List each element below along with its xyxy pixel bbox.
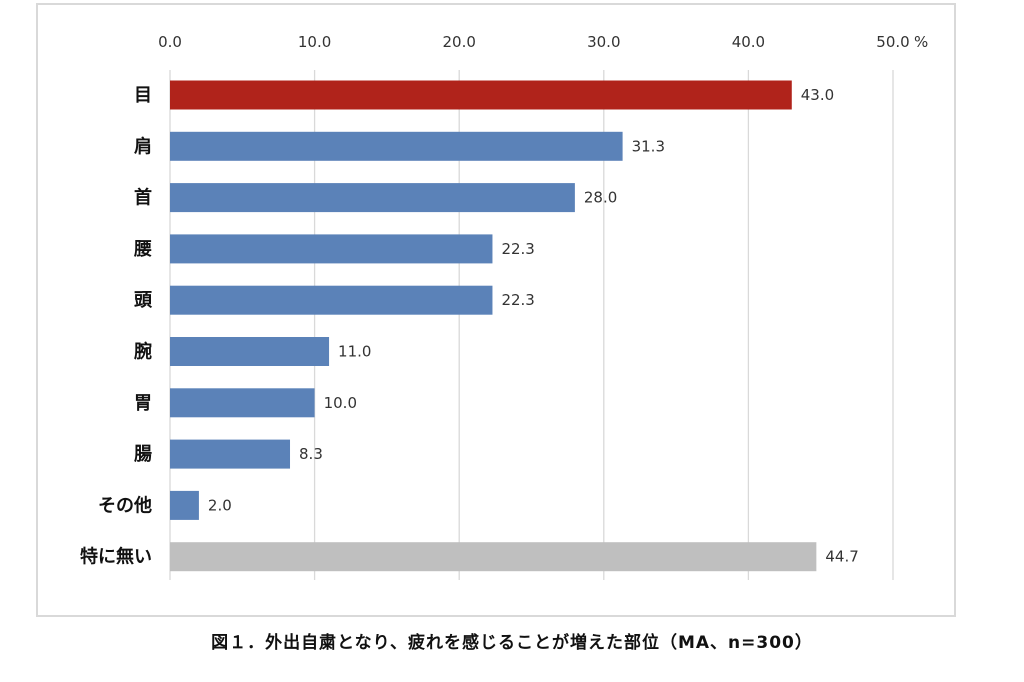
x-tick-label: 50.0 xyxy=(876,33,909,51)
x-tick-label: 10.0 xyxy=(298,33,331,51)
category-label: 腰 xyxy=(133,239,152,260)
bar xyxy=(170,388,315,418)
category-label: 特に無い xyxy=(80,546,152,568)
bar xyxy=(170,183,575,213)
data-label: 44.7 xyxy=(825,548,858,566)
axis-tick-labels: 0.0 10.0 20.0 30.0 40.0 50.0 xyxy=(158,33,910,51)
category-label: 肩 xyxy=(134,135,152,157)
category-label: 腕 xyxy=(134,341,152,363)
category-label: 首 xyxy=(134,187,152,209)
bar xyxy=(170,337,330,366)
bars xyxy=(170,80,817,572)
axis-unit-label: % xyxy=(914,33,928,51)
data-label: 10.0 xyxy=(324,394,357,412)
data-label: 31.3 xyxy=(632,137,665,155)
bar xyxy=(170,285,493,315)
x-tick-label: 40.0 xyxy=(732,33,765,51)
x-tick-label: 30.0 xyxy=(587,33,620,51)
category-label: 頭 xyxy=(134,290,153,311)
x-tick-label: 20.0 xyxy=(442,33,475,51)
bar xyxy=(170,131,623,161)
x-tick-label: 0.0 xyxy=(158,33,182,51)
figure-caption: 図１．外出自粛となり、疲れを感じることが増えた部位（MA、n=300） xyxy=(211,633,813,653)
data-label: 43.0 xyxy=(801,86,834,104)
bar xyxy=(170,439,291,469)
data-label: 2.0 xyxy=(208,496,232,514)
data-label: 22.3 xyxy=(501,291,534,309)
data-label: 8.3 xyxy=(299,445,323,463)
data-label: 11.0 xyxy=(338,343,371,361)
bar xyxy=(170,490,199,520)
bar xyxy=(170,80,792,110)
category-label: 腸 xyxy=(134,444,152,465)
data-label: 28.0 xyxy=(584,189,617,207)
category-label: 目 xyxy=(134,85,152,106)
category-label: 胃 xyxy=(134,393,152,414)
bar xyxy=(170,234,493,264)
data-labels: 43.0 31.3 28.0 22.3 22.3 11.0 10.0 8.3 2.0 44.7 xyxy=(208,86,859,566)
data-label: 22.3 xyxy=(501,240,534,258)
bar xyxy=(170,542,817,572)
category-label: その他 xyxy=(98,494,152,516)
